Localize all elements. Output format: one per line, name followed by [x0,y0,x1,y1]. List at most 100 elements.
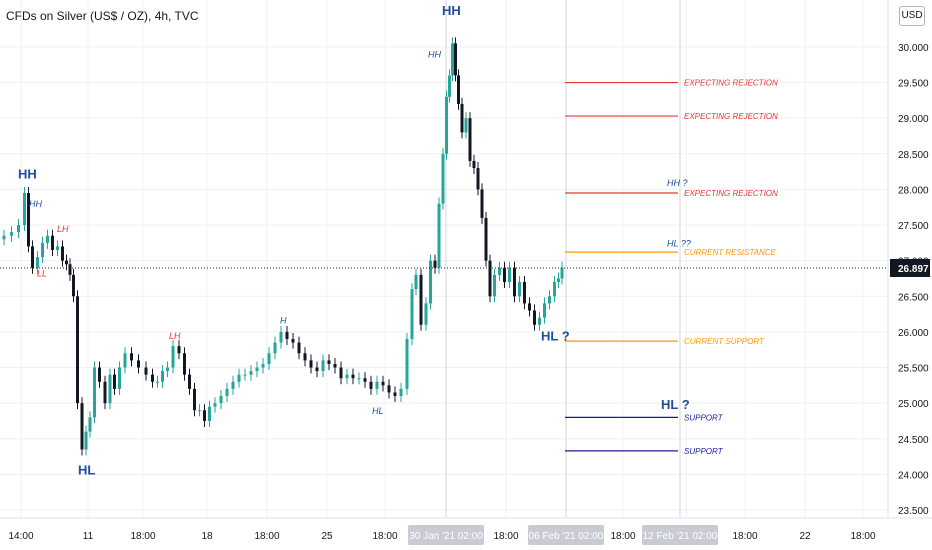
y-tick-label-0: 23.500 [898,506,929,517]
candle-body-23 [108,374,112,404]
x-tick-label-10: 18:00 [610,531,635,542]
date-highlight-label-1: 06 Feb '21 02:00 [529,531,604,542]
candle-body-36 [183,353,186,375]
candle-body-86 [454,43,457,76]
level-label-5: SUPPORT [684,413,724,422]
candle-body-15 [72,274,75,297]
candle-body-44 [225,388,229,397]
level-label-1: EXPECTING REJECTION [684,112,778,121]
candle-body-99 [508,267,511,283]
candle-body-83 [445,96,448,154]
candle-body-91 [472,160,476,169]
candle-body-18 [84,431,88,450]
candle-body-92 [476,168,480,190]
candle-body-42 [213,403,217,407]
y-tick-label-12: 29.500 [898,79,929,90]
x-tick-label-5: 25 [321,531,333,542]
candle-body-57 [303,353,307,361]
y-tick-label-9: 28.000 [898,185,929,196]
candle-body-76 [414,274,418,290]
candle-body-40 [203,410,206,421]
candle-body-104 [533,310,536,325]
candle-body-82 [441,153,445,204]
date-highlight-bg-2 [642,525,718,545]
candle-body-93 [480,189,484,218]
y-tick-label-1: 24.000 [898,470,929,481]
candle-body-77 [419,274,423,325]
y-tick-label-5: 26.000 [898,328,929,339]
candle-body-19 [88,417,92,432]
currency-button[interactable]: USD [899,6,925,26]
candle-body-41 [208,406,211,421]
annotation-6: H [280,315,287,325]
candle-body-72 [393,392,397,397]
candle-body-101 [518,282,521,297]
y-tick-label-13: 30.000 [898,43,929,54]
candle-body-9 [46,235,49,243]
candle-body-75 [410,289,414,340]
candle-body-103 [528,303,531,311]
candle-body-68 [369,381,373,389]
candle-body-22 [103,381,107,404]
candle-body-14 [68,264,72,275]
date-highlight-label-0: 30 Jan '21 02:00 [409,531,483,542]
y-tick-label-6: 26.500 [898,292,929,303]
x-tick-label-2: 18:00 [130,531,155,542]
candle-body-58 [309,360,313,368]
candle-body-87 [457,75,460,104]
annotation-1: HH [29,199,42,209]
candle-body-106 [543,303,546,318]
candle-body-89 [464,118,468,133]
x-tick-label-8: 18:00 [493,531,518,542]
candle-body-39 [198,410,201,412]
candle-body-5 [27,192,30,247]
candle-body-90 [468,118,472,161]
x-tick-label-6: 18:00 [372,531,397,542]
candle-body-11 [56,246,59,250]
x-tick-label-0: 14:00 [8,531,33,542]
level-label-4: CURRENT SUPPORT [684,337,765,346]
candle-body-32 [161,371,164,382]
candle-body-63 [339,367,343,379]
x-tick-label-3: 18 [201,531,213,542]
annotation-7: HL [372,406,384,416]
candle-body-65 [351,374,355,379]
candle-body-50 [261,363,265,368]
candle-body-73 [399,388,403,397]
candle-body-95 [488,260,492,297]
candle-body-108 [553,282,556,297]
date-highlight-bg-1 [528,525,604,545]
annotation-2: LH [57,224,69,234]
candle-body-33 [166,367,169,372]
x-tick-label-4: 18:00 [254,531,279,542]
candle-body-71 [387,385,391,393]
chart-title: CFDs on Silver (US$ / OZ), 4h, TVC [6,9,199,23]
y-tick-label-4: 25.500 [898,364,929,375]
candle-body-13 [65,260,68,265]
candle-body-109 [557,278,560,283]
candle-body-61 [327,360,331,364]
candle-body-29 [144,367,148,375]
candle-body-10 [51,235,54,250]
y-tick-label-3: 25.000 [898,399,929,410]
candle-body-97 [498,267,501,275]
level-label-3: CURRENT RESISTANCE [684,248,777,257]
candle-body-45 [231,381,235,389]
candle-body-20 [93,367,96,418]
candle-body-79 [429,260,432,304]
candle-body-85 [451,43,454,76]
x-tick-label-14: 18:00 [850,531,875,542]
candle-body-24 [113,374,116,389]
candle-body-6 [31,246,34,268]
annotation-4: HL [78,462,95,477]
candle-body-105 [538,317,541,325]
current-price-label: 26.897 [898,264,929,275]
candle-body-55 [291,339,295,343]
x-tick-label-13: 22 [799,531,811,542]
candle-body-46 [237,374,241,382]
candle-body-59 [315,367,319,372]
candle-body-88 [460,103,464,133]
annotation-8: HH [442,3,461,18]
candle-body-80 [433,260,437,268]
